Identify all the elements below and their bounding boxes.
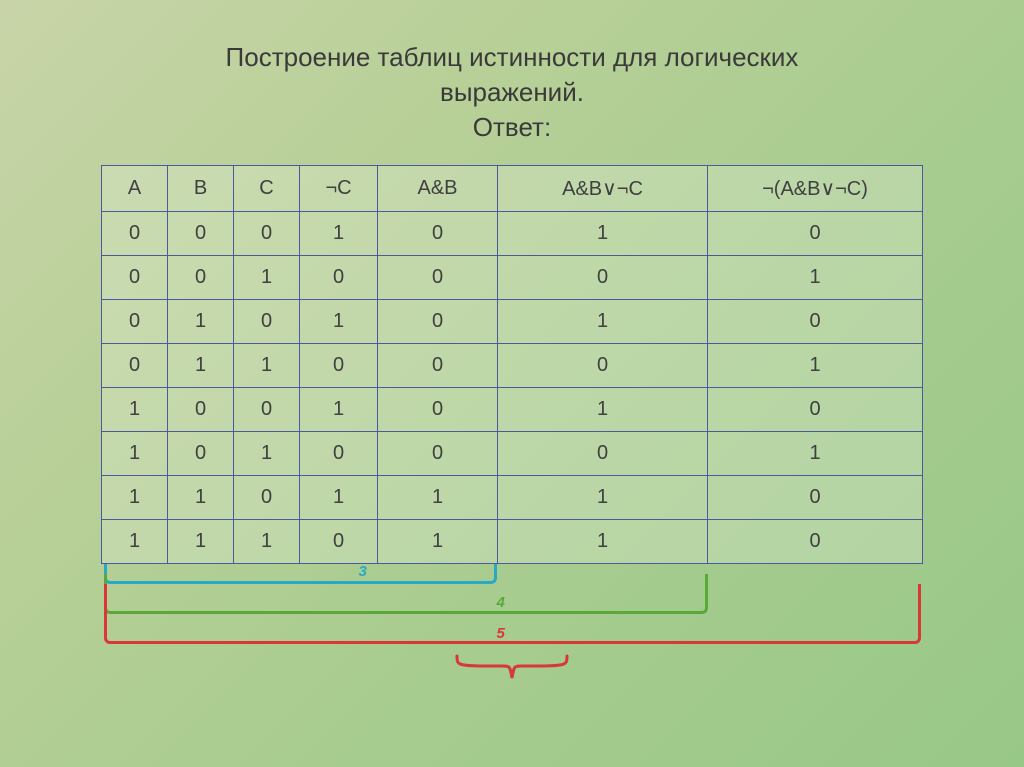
cell: 0 <box>234 300 300 344</box>
cell: 0 <box>102 344 168 388</box>
header-a-and-b: A&B <box>378 166 498 212</box>
cell: 1 <box>234 520 300 564</box>
cell: 1 <box>498 520 708 564</box>
table-row: 0101010 <box>102 300 923 344</box>
table-row: 1110110 <box>102 520 923 564</box>
cell: 0 <box>378 300 498 344</box>
cell: 1 <box>378 520 498 564</box>
title-line-1: Построение таблиц истинности для логичес… <box>226 42 799 72</box>
cell: 0 <box>498 432 708 476</box>
cell: 0 <box>234 212 300 256</box>
table-row: 1101110 <box>102 476 923 520</box>
cell: 1 <box>300 388 378 432</box>
cell: 0 <box>498 256 708 300</box>
down-brace-icon <box>452 654 572 682</box>
table-row: 0001010 <box>102 212 923 256</box>
cell: 0 <box>378 212 498 256</box>
header-result: ¬(A&B∨¬C) <box>708 166 923 212</box>
table-row: 1010001 <box>102 432 923 476</box>
cell: 1 <box>498 476 708 520</box>
cell: 0 <box>168 388 234 432</box>
cell: 0 <box>708 476 923 520</box>
cell: 0 <box>102 256 168 300</box>
cell: 0 <box>168 432 234 476</box>
bracket-label-5: 5 <box>497 625 505 642</box>
header-c: C <box>234 166 300 212</box>
title-line-3: Ответ: <box>473 112 551 142</box>
cell: 0 <box>708 520 923 564</box>
cell: 1 <box>498 300 708 344</box>
cell: 1 <box>168 520 234 564</box>
table-row: 1001010 <box>102 388 923 432</box>
header-b: B <box>168 166 234 212</box>
bracket-5 <box>104 584 921 644</box>
cell: 0 <box>300 520 378 564</box>
cell: 0 <box>708 212 923 256</box>
cell: 0 <box>378 388 498 432</box>
cell: 1 <box>300 212 378 256</box>
cell: 0 <box>498 344 708 388</box>
cell: 0 <box>168 212 234 256</box>
truth-table: A B C ¬C A&B A&B∨¬C ¬(A&B∨¬C) 0001010 00… <box>101 165 923 564</box>
cell: 0 <box>708 300 923 344</box>
cell: 0 <box>300 432 378 476</box>
cell: 1 <box>300 300 378 344</box>
header-not-c: ¬C <box>300 166 378 212</box>
table-row: 0110001 <box>102 344 923 388</box>
cell: 0 <box>300 256 378 300</box>
table-row: 0010001 <box>102 256 923 300</box>
cell: 1 <box>378 476 498 520</box>
cell: 1 <box>102 432 168 476</box>
slide: Построение таблиц истинности для логичес… <box>0 0 1024 734</box>
header-a-and-b-or-not-c: A&B∨¬C <box>498 166 708 212</box>
cell: 1 <box>234 432 300 476</box>
header-a: A <box>102 166 168 212</box>
cell: 1 <box>708 256 923 300</box>
cell: 1 <box>708 432 923 476</box>
cell: 1 <box>168 344 234 388</box>
cell: 0 <box>378 256 498 300</box>
cell: 0 <box>234 476 300 520</box>
cell: 0 <box>102 300 168 344</box>
table-header-row: A B C ¬C A&B A&B∨¬C ¬(A&B∨¬C) <box>102 166 923 212</box>
table-body: 0001010 0010001 0101010 0110001 1001010 … <box>102 212 923 564</box>
cell: 0 <box>168 256 234 300</box>
cell: 1 <box>498 212 708 256</box>
cell: 0 <box>708 388 923 432</box>
cell: 0 <box>102 212 168 256</box>
cell: 1 <box>102 520 168 564</box>
cell: 1 <box>168 476 234 520</box>
cell: 0 <box>378 344 498 388</box>
cell: 1 <box>234 256 300 300</box>
cell: 1 <box>234 344 300 388</box>
cell: 1 <box>102 388 168 432</box>
title-line-2: выражений. <box>440 77 584 107</box>
cell: 1 <box>102 476 168 520</box>
brackets-container: 3 4 5 <box>102 564 923 734</box>
slide-title: Построение таблиц истинности для логичес… <box>50 40 974 145</box>
cell: 0 <box>234 388 300 432</box>
cell: 1 <box>498 388 708 432</box>
cell: 1 <box>708 344 923 388</box>
cell: 0 <box>378 432 498 476</box>
cell: 1 <box>300 476 378 520</box>
cell: 0 <box>300 344 378 388</box>
cell: 1 <box>168 300 234 344</box>
